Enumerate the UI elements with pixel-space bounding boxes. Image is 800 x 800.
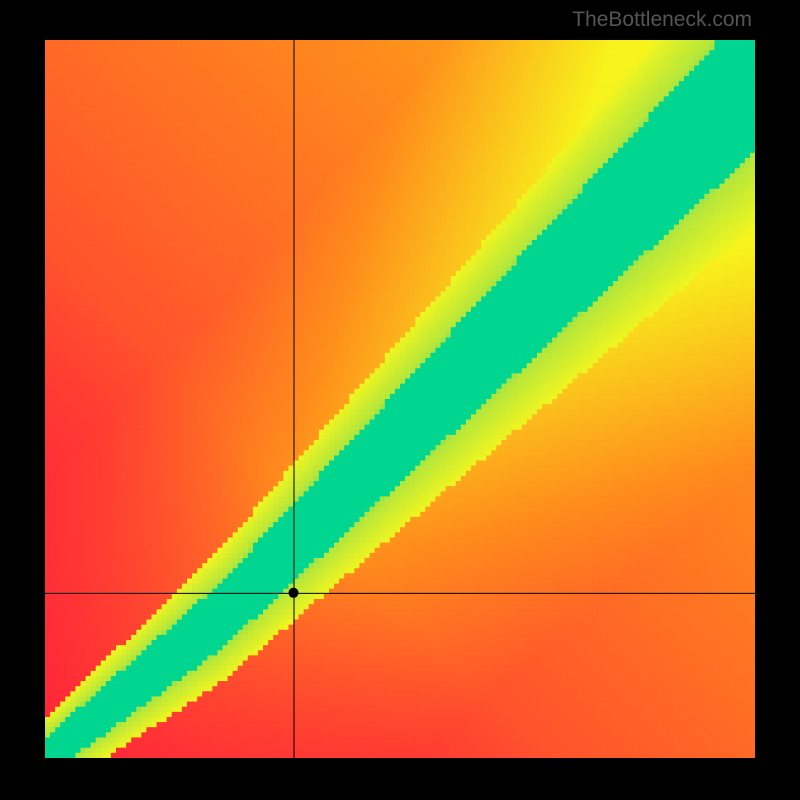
heatmap-chart	[45, 40, 755, 758]
heatmap-canvas	[45, 40, 755, 758]
watermark-text: TheBottleneck.com	[572, 8, 752, 32]
